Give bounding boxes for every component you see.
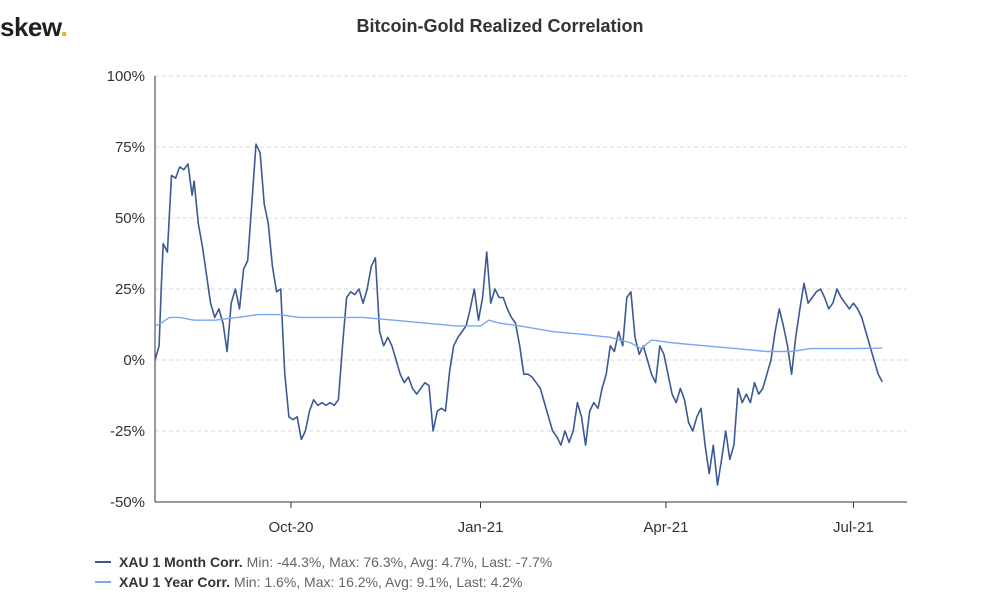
chart-title: Bitcoin-Gold Realized Correlation xyxy=(356,16,644,36)
series-layer xyxy=(154,143,884,486)
y-tick-label: -50% xyxy=(110,494,145,511)
y-tick-label: 75% xyxy=(115,139,145,156)
y-tick-label: -25% xyxy=(110,423,145,440)
legend-swatch-1m xyxy=(95,561,111,563)
legend-swatch-1y xyxy=(95,581,111,583)
y-tick-label: 100% xyxy=(107,68,145,85)
legend-series-stats: Min: -44.3%, Max: 76.3%, Avg: 4.7%, Last… xyxy=(246,554,553,570)
x-tick-label: Oct-20 xyxy=(268,519,313,536)
brand-dot: . xyxy=(60,12,68,42)
x-tick-label: Jan-21 xyxy=(458,519,504,536)
legend-series-name: XAU 1 Month Corr. xyxy=(119,554,243,570)
legend: XAU 1 Month Corr. Min: -44.3%, Max: 76.3… xyxy=(95,552,552,592)
brand-name: skew xyxy=(0,12,61,42)
legend-series-name: XAU 1 Year Corr. xyxy=(119,574,231,590)
y-tick-label: 50% xyxy=(115,210,145,227)
x-tick-label: Jul-21 xyxy=(833,519,874,536)
axis-layer: 100% 75% 50% 25% 0% -25% -50% Oct-20 Jan-21 Apr-2… xyxy=(107,68,907,536)
x-tick-label: Apr-21 xyxy=(643,519,688,536)
y-tick-label: 0% xyxy=(123,352,145,369)
legend-item-1m[interactable]: XAU 1 Month Corr. Min: -44.3%, Max: 76.3… xyxy=(95,552,552,572)
legend-item-1y[interactable]: XAU 1 Year Corr. Min: 1.6%, Max: 16.2%, … xyxy=(95,572,552,592)
y-tick-label: 25% xyxy=(115,281,145,298)
grid-layer xyxy=(155,75,907,503)
legend-series-stats: Min: 1.6%, Max: 16.2%, Avg: 9.1%, Last: … xyxy=(234,574,523,590)
brand-logo: skew. xyxy=(0,12,68,43)
series-line-1m[interactable] xyxy=(154,143,884,486)
series-line-1y[interactable] xyxy=(154,313,883,353)
